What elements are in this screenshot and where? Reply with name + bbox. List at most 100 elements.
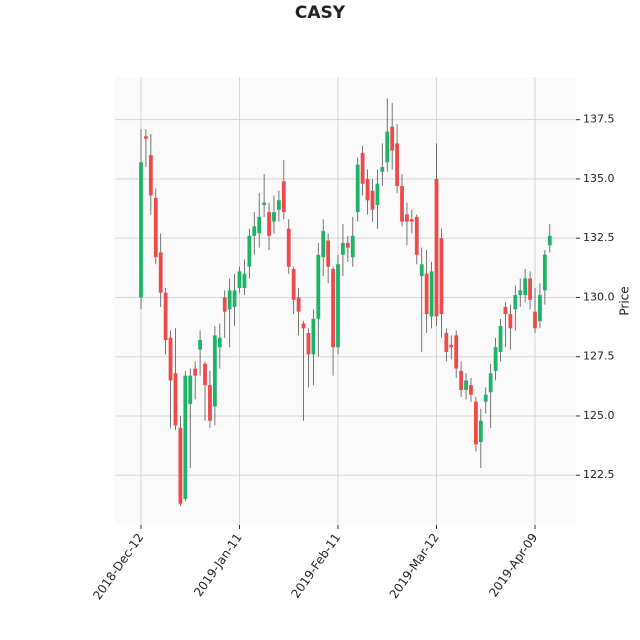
candle-body: [247, 235, 252, 267]
candle-body: [542, 254, 547, 291]
candle-body: [281, 181, 286, 213]
candle-body: [528, 278, 532, 300]
candle-body: [153, 197, 158, 258]
candle-body: [198, 340, 202, 350]
candle-body: [365, 178, 370, 201]
candle-body: [163, 292, 168, 341]
candle-body: [321, 231, 326, 258]
candle-body: [513, 295, 518, 310]
y-tick-label: 127.5: [583, 350, 615, 363]
candle-body: [336, 264, 340, 348]
candle-body: [331, 269, 335, 348]
candle-body: [208, 385, 212, 421]
candle-body: [193, 368, 198, 376]
candle-body: [409, 219, 414, 222]
candle-body: [449, 344, 454, 348]
candle-body: [222, 297, 227, 312]
candle-body: [301, 323, 306, 329]
candle-body: [252, 226, 257, 236]
candle-body: [139, 162, 143, 298]
candle-body: [419, 264, 424, 277]
y-tick-label: 137.5: [583, 113, 615, 126]
candle-body: [267, 212, 271, 236]
candle-body: [414, 216, 419, 255]
candle-body: [291, 269, 296, 300]
candle-body: [272, 212, 276, 222]
candle-body: [518, 290, 523, 296]
candle-body: [429, 271, 434, 317]
candle-body: [212, 335, 217, 407]
candle-body: [474, 401, 478, 445]
candle-body: [360, 152, 365, 184]
candle-body: [350, 235, 355, 258]
candle-body: [355, 164, 360, 213]
candle-body: [311, 318, 316, 355]
candle-body: [316, 254, 321, 319]
candle-body: [257, 216, 262, 234]
candle-body: [148, 155, 153, 196]
chart-title: CASY: [295, 3, 346, 23]
candle-body: [498, 325, 503, 352]
candle-body: [459, 370, 464, 390]
candle-body: [296, 297, 301, 312]
candle-body: [523, 278, 528, 296]
y-tick-label: 135.0: [583, 172, 615, 185]
candle-body: [237, 271, 242, 288]
candle-body: [439, 238, 444, 315]
x-tick-label: 2019-Mar-12: [387, 531, 442, 602]
candle-body: [464, 380, 468, 390]
candle-body: [375, 183, 380, 205]
candle-body: [538, 295, 542, 322]
candle-body: [444, 333, 449, 352]
candle-body: [547, 235, 552, 246]
candle-body: [158, 252, 163, 293]
candle-body: [508, 314, 513, 329]
x-tick-label: 2019-Apr-09: [486, 531, 540, 600]
candle-body: [533, 311, 537, 329]
candle-body: [183, 375, 188, 499]
candle-body: [144, 136, 148, 139]
candle-body: [286, 228, 291, 267]
candle-body: [488, 373, 493, 393]
candle-body: [217, 337, 222, 348]
candle-body: [178, 427, 183, 504]
candle-body: [370, 190, 375, 210]
candle-body: [188, 375, 193, 405]
candle-body: [454, 335, 459, 369]
candle-body: [306, 333, 311, 355]
y-tick-label: 132.5: [583, 231, 615, 244]
candle-body: [493, 347, 498, 371]
candle-body: [242, 273, 247, 288]
plot-area: [115, 77, 576, 525]
x-tick-label: 2019-Feb-11: [288, 531, 343, 601]
candle-body: [400, 186, 404, 222]
candle-body: [227, 290, 232, 310]
candle-body: [203, 363, 207, 386]
candle-body: [385, 131, 390, 163]
candle-body: [262, 202, 267, 205]
candle-body: [173, 373, 178, 426]
candle-body: [483, 394, 488, 402]
candles: [139, 98, 552, 507]
candle-body: [503, 306, 508, 315]
candle-body: [424, 273, 429, 315]
y-tick-label: 130.0: [583, 290, 615, 303]
x-tick-label: 2019-Jan-11: [191, 531, 245, 599]
y-axis-label: Price: [618, 286, 632, 315]
y-tick-label: 122.5: [583, 468, 615, 481]
candle-body: [390, 126, 395, 151]
candle-body: [395, 143, 399, 187]
candle-body: [434, 178, 439, 317]
candle-body: [345, 242, 350, 248]
candle-body: [277, 200, 281, 210]
candle-body: [469, 385, 473, 395]
candle-body: [168, 337, 173, 381]
candle-body: [478, 420, 483, 443]
candle-body: [232, 290, 237, 307]
candle-body: [380, 167, 385, 172]
candle-body: [341, 242, 345, 255]
x-tick-label: 2018-Dec-12: [90, 531, 146, 603]
candle-body: [326, 240, 331, 267]
candle-body: [405, 214, 409, 222]
